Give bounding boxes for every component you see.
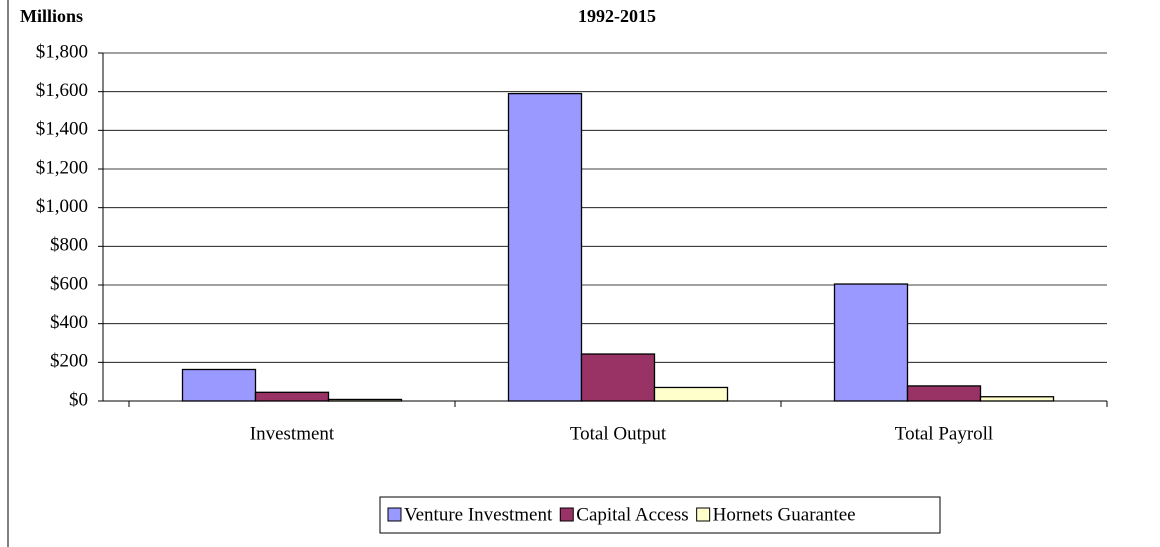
- y-tick-label: $800: [50, 235, 88, 256]
- bar: [906, 385, 982, 402]
- legend-label: Venture Investment: [404, 504, 553, 525]
- bar: [833, 283, 909, 402]
- y-tick-label: $1,600: [36, 80, 88, 101]
- bar: [254, 391, 330, 402]
- legend-label: Hornets Guarantee: [713, 504, 856, 525]
- legend-label: Capital Access: [576, 504, 688, 525]
- y-tick-label: $1,200: [36, 157, 88, 178]
- y-tick-label: $1,000: [36, 196, 88, 217]
- legend-box: [379, 496, 941, 534]
- y-tick-label: $600: [50, 273, 88, 294]
- x-tick-label: Total Output: [570, 423, 667, 444]
- bar: [653, 386, 729, 402]
- y-tick-label: $200: [50, 351, 88, 372]
- bar: [181, 368, 257, 402]
- x-tick-label: Total Payroll: [895, 423, 993, 444]
- bar: [327, 398, 403, 402]
- chart-title: 1992-2015: [578, 6, 656, 26]
- bar: [507, 92, 583, 402]
- y-tick-label: $400: [50, 312, 88, 333]
- legend-swatch: [696, 507, 711, 522]
- y-tick-label: $1,800: [36, 41, 88, 62]
- bar: [979, 396, 1055, 402]
- legend-swatch: [387, 507, 402, 522]
- bar: [580, 353, 656, 402]
- y-tick-label: $1,400: [36, 119, 88, 140]
- y-axis-label: Millions: [20, 6, 83, 26]
- y-tick-label: $0: [69, 389, 88, 410]
- legend-swatch: [559, 507, 574, 522]
- x-tick-label: Investment: [250, 423, 335, 444]
